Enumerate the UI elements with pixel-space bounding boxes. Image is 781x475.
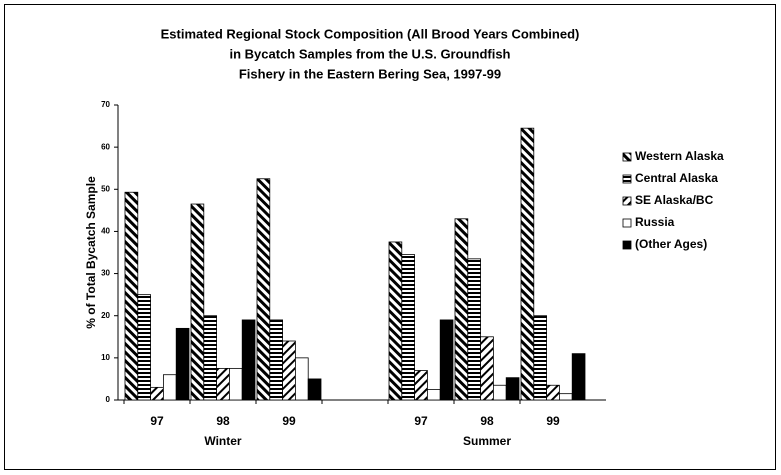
x-tick-label: 97	[414, 414, 428, 428]
bar	[241, 319, 256, 401]
y-tick-label: 50	[101, 184, 110, 193]
bar	[228, 367, 243, 401]
bar	[480, 336, 494, 401]
x-tick-label: 97	[150, 414, 164, 428]
bar	[269, 319, 283, 401]
bar	[492, 384, 507, 401]
y-tick-label: 20	[101, 311, 110, 320]
bar	[294, 357, 309, 401]
group-label: Summer	[463, 434, 511, 448]
bar	[467, 258, 481, 401]
chart-title: in Bycatch Samples from the U.S. Groundf…	[230, 46, 511, 61]
bar	[571, 353, 586, 401]
chart-title: Fishery in the Eastern Bering Sea, 1997-…	[239, 66, 501, 81]
bar	[414, 370, 428, 401]
legend-swatch	[622, 240, 632, 250]
legend-label: Central Alaska	[635, 171, 718, 185]
legend-swatch	[622, 218, 632, 228]
bar	[216, 367, 230, 401]
bar	[388, 241, 403, 401]
x-tick-label: 98	[216, 414, 230, 428]
bar	[124, 191, 139, 401]
bar	[401, 254, 415, 401]
x-tick-label: 99	[546, 414, 560, 428]
x-tick-label: 98	[480, 414, 494, 428]
chart-title: Estimated Regional Stock Composition (Al…	[161, 26, 580, 41]
bar	[439, 319, 454, 401]
bar	[190, 203, 205, 401]
bar	[307, 378, 322, 401]
bar	[426, 389, 441, 401]
group-label: Winter	[204, 434, 242, 448]
y-tick-label: 70	[101, 100, 110, 109]
y-tick-label: 40	[101, 227, 110, 236]
legend-label: SE Alaska/BC	[635, 193, 714, 207]
bar	[282, 340, 296, 401]
y-tick-label: 30	[101, 269, 110, 278]
y-tick-label: 0	[106, 395, 111, 404]
legend-swatch	[622, 174, 632, 184]
x-tick-label: 99	[282, 414, 296, 428]
y-tick-label: 10	[101, 353, 110, 362]
legend-label: Western Alaska	[635, 149, 724, 163]
bar	[520, 127, 535, 401]
bar	[203, 315, 218, 401]
legend-label: Russia	[635, 215, 675, 229]
bar	[505, 377, 520, 401]
frame	[4, 4, 776, 470]
legend-swatch	[622, 196, 632, 206]
y-axis-label: % of Total Bycatch Sample	[84, 176, 98, 329]
bar	[546, 384, 560, 401]
bar	[533, 315, 547, 401]
bar	[150, 386, 164, 401]
y-tick-label: 60	[101, 142, 110, 151]
legend-label: (Other Ages)	[635, 237, 707, 251]
bar	[559, 393, 573, 401]
bar	[454, 218, 469, 401]
legend-swatch	[622, 152, 632, 162]
bar	[162, 374, 177, 401]
bar	[137, 294, 152, 401]
bar	[175, 327, 190, 401]
bar	[256, 178, 271, 401]
